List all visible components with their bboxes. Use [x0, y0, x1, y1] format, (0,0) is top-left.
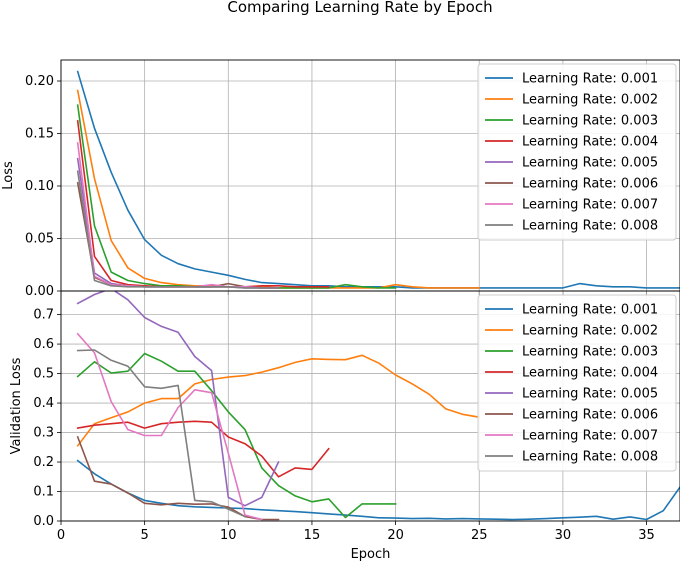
- y-tick-label: 0.15: [25, 127, 54, 142]
- y-axis-label: Loss: [1, 161, 16, 190]
- series-line-2: [76, 354, 481, 447]
- legend-entry-1: Learning Rate: 0.001: [522, 303, 658, 318]
- y-tick-label: 0.00: [25, 284, 54, 299]
- legend-entry-3: Learning Rate: 0.003: [522, 114, 658, 129]
- axes-frame: [60, 290, 680, 522]
- legend-entry-5: Learning Rate: 0.005: [522, 387, 658, 402]
- legend-box: [477, 63, 677, 241]
- series-line-5: [76, 157, 280, 289]
- y-tick-label: 0.2: [33, 455, 54, 470]
- legend-entry-8: Learning Rate: 0.008: [522, 450, 658, 465]
- loss-panel: 0.00 0.05 0.10 0.15 0.20 Loss Learning Rate: 0…: [1, 59, 680, 299]
- x-tick-label: 10: [220, 528, 237, 543]
- x-tick-label: 35: [638, 528, 655, 543]
- series-line-7: [76, 332, 263, 521]
- x-axis-label: Epoch: [351, 547, 391, 562]
- x-tick-label: 0: [57, 528, 65, 543]
- legend-box: [477, 294, 677, 472]
- validation-loss-panel: 0.0 0.1 0.2 0.3 0.4 0.5 0.6 0.7 0 5 10 15 20 25 30 35 Va…: [9, 290, 680, 562]
- series-line-8: [76, 349, 247, 518]
- y-tick-label: 0.05: [25, 232, 54, 247]
- series-line-1: [76, 459, 680, 521]
- y-tick-label: 0.5: [33, 367, 54, 382]
- legend-entry-2: Learning Rate: 0.002: [522, 324, 658, 339]
- legend-entry-4: Learning Rate: 0.004: [522, 366, 658, 381]
- y-tick-label: 0.4: [33, 396, 54, 411]
- x-tick-label: 15: [304, 528, 321, 543]
- series-group: [76, 291, 680, 521]
- series-line-6: [76, 181, 280, 289]
- y-tick-label: 0.10: [25, 179, 54, 194]
- series-line-1: [76, 70, 680, 289]
- y-tick-label: 0.7: [33, 308, 54, 323]
- y-axis-label: Validation Loss: [9, 357, 24, 454]
- legend-entry-8: Learning Rate: 0.008: [522, 219, 658, 234]
- series-line-5: [76, 291, 280, 507]
- x-tick-label: 20: [387, 528, 404, 543]
- legend-entry-7: Learning Rate: 0.007: [522, 198, 658, 213]
- legend-entry-2: Learning Rate: 0.002: [522, 93, 658, 108]
- y-tick-label: 0.6: [33, 337, 54, 352]
- y-tick-label: 0.3: [33, 426, 54, 441]
- series-line-6: [76, 435, 280, 521]
- figure-title: Comparing Learning Rate by Epoch: [227, 0, 492, 16]
- series-line-3: [76, 104, 397, 289]
- legend-entry-5: Learning Rate: 0.005: [522, 156, 658, 171]
- legend: Learning Rate: 0.001 Learning Rate: 0.002…: [477, 294, 677, 472]
- legend-entry-1: Learning Rate: 0.001: [522, 72, 658, 87]
- series-line-4: [76, 120, 330, 288]
- y-tick-label: 0.0: [33, 514, 54, 529]
- series-group: [76, 70, 680, 289]
- series-line-3: [76, 352, 397, 519]
- legend-entry-6: Learning Rate: 0.006: [522, 408, 658, 423]
- legend-entry-3: Learning Rate: 0.003: [522, 345, 658, 360]
- series-line-2: [76, 89, 481, 289]
- y-tick-label: 0.1: [33, 485, 54, 500]
- legend-entry-6: Learning Rate: 0.006: [522, 177, 658, 192]
- legend: Learning Rate: 0.001 Learning Rate: 0.002…: [477, 63, 677, 241]
- series-line-4: [76, 420, 330, 478]
- legend-entry-7: Learning Rate: 0.007: [522, 429, 658, 444]
- x-tick-label: 30: [555, 528, 572, 543]
- x-tick-label: 25: [471, 528, 488, 543]
- y-tick-label: 0.20: [25, 74, 54, 89]
- series-line-8: [76, 170, 280, 289]
- legend-entry-4: Learning Rate: 0.004: [522, 135, 658, 150]
- x-tick-label: 5: [141, 528, 149, 543]
